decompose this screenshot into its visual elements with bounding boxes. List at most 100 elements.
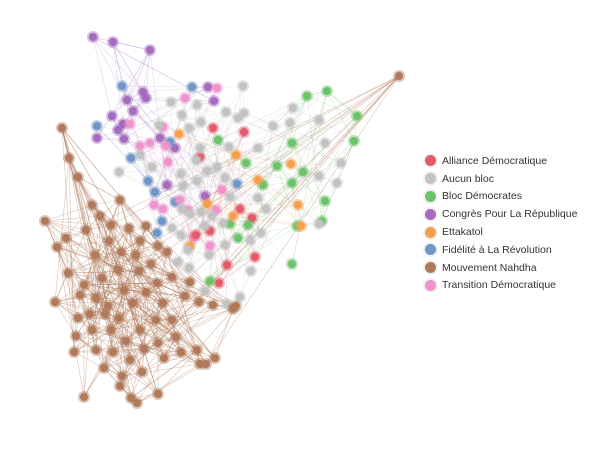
graph-node[interactable] [146, 139, 154, 147]
graph-node[interactable] [215, 279, 223, 287]
graph-node[interactable] [181, 292, 189, 300]
graph-node[interactable] [204, 83, 212, 91]
graph-node[interactable] [64, 269, 72, 277]
graph-node[interactable] [139, 88, 147, 96]
graph-node[interactable] [125, 224, 133, 232]
graph-node[interactable] [193, 177, 201, 185]
graph-node[interactable] [117, 248, 125, 256]
graph-node[interactable] [51, 298, 59, 306]
graph-node[interactable] [154, 390, 162, 398]
graph-node[interactable] [251, 253, 259, 261]
graph-node[interactable] [122, 337, 130, 345]
graph-node[interactable] [333, 179, 341, 187]
graph-node[interactable] [148, 163, 156, 171]
graph-node[interactable] [107, 221, 115, 229]
graph-node[interactable] [74, 173, 82, 181]
graph-node[interactable] [234, 114, 242, 122]
graph-node[interactable] [153, 229, 161, 237]
graph-node[interactable] [129, 107, 137, 115]
graph-node[interactable] [206, 227, 214, 235]
graph-node[interactable] [350, 137, 358, 145]
graph-node[interactable] [163, 248, 171, 256]
graph-node[interactable] [188, 83, 196, 91]
graph-node[interactable] [147, 260, 155, 268]
graph-node[interactable] [168, 273, 176, 281]
graph-node[interactable] [236, 205, 244, 213]
graph-node[interactable] [114, 126, 122, 134]
graph-node[interactable] [321, 197, 329, 205]
graph-node[interactable] [185, 124, 193, 132]
graph-node[interactable] [185, 264, 193, 272]
graph-node[interactable] [136, 151, 144, 159]
graph-node[interactable] [164, 158, 172, 166]
graph-node[interactable] [233, 180, 241, 188]
graph-node[interactable] [92, 346, 100, 354]
graph-node[interactable] [177, 231, 185, 239]
graph-node[interactable] [174, 258, 182, 266]
graph-node[interactable] [178, 205, 186, 213]
graph-node[interactable] [70, 348, 78, 356]
graph-node[interactable] [160, 354, 168, 362]
graph-node[interactable] [299, 168, 307, 176]
graph-node[interactable] [211, 354, 219, 362]
graph-node[interactable] [197, 208, 205, 216]
graph-node[interactable] [154, 242, 162, 250]
graph-node[interactable] [167, 98, 175, 106]
graph-node[interactable] [41, 217, 49, 225]
graph-node[interactable] [118, 372, 126, 380]
graph-node[interactable] [104, 302, 112, 310]
graph-node[interactable] [96, 212, 104, 220]
graph-node[interactable] [297, 222, 305, 230]
graph-node[interactable] [192, 231, 200, 239]
graph-node[interactable] [303, 92, 311, 100]
graph-node[interactable] [214, 136, 222, 144]
graph-node[interactable] [58, 124, 66, 132]
graph-node[interactable] [184, 246, 192, 254]
graph-node[interactable] [154, 339, 162, 347]
graph-node[interactable] [127, 154, 135, 162]
graph-node[interactable] [239, 82, 247, 90]
graph-node[interactable] [192, 156, 200, 164]
graph-node[interactable] [201, 192, 209, 200]
graph-node[interactable] [136, 142, 144, 150]
graph-node[interactable] [152, 316, 160, 324]
graph-node[interactable] [208, 212, 216, 220]
graph-node[interactable] [218, 186, 226, 194]
graph-node[interactable] [115, 314, 123, 322]
graph-node[interactable] [288, 260, 296, 268]
graph-node[interactable] [100, 364, 108, 372]
graph-node[interactable] [246, 236, 254, 244]
graph-node[interactable] [93, 122, 101, 130]
graph-node[interactable] [116, 382, 124, 390]
graph-node[interactable] [159, 299, 167, 307]
graph-node[interactable] [206, 277, 214, 285]
graph-node[interactable] [168, 224, 176, 232]
graph-node[interactable] [203, 167, 211, 175]
graph-node[interactable] [88, 201, 96, 209]
graph-node[interactable] [172, 333, 180, 341]
graph-node[interactable] [242, 159, 250, 167]
graph-node[interactable] [177, 170, 185, 178]
graph-node[interactable] [219, 219, 227, 227]
graph-node[interactable] [150, 201, 158, 209]
graph-node[interactable] [222, 108, 230, 116]
graph-node[interactable] [337, 159, 345, 167]
graph-node[interactable] [151, 188, 159, 196]
graph-node[interactable] [212, 206, 220, 214]
graph-node[interactable] [287, 160, 295, 168]
graph-node[interactable] [88, 326, 96, 334]
graph-node[interactable] [221, 241, 229, 249]
graph-node[interactable] [259, 181, 267, 189]
graph-node[interactable] [177, 348, 185, 356]
graph-node[interactable] [262, 205, 270, 213]
graph-node[interactable] [213, 163, 221, 171]
graph-node[interactable] [53, 243, 61, 251]
graph-node[interactable] [62, 234, 70, 242]
graph-node[interactable] [163, 181, 171, 189]
graph-node[interactable] [236, 293, 244, 301]
graph-node[interactable] [153, 279, 161, 287]
graph-node[interactable] [142, 94, 150, 102]
graph-node[interactable] [223, 261, 231, 269]
graph-node[interactable] [133, 399, 141, 407]
graph-node[interactable] [315, 116, 323, 124]
